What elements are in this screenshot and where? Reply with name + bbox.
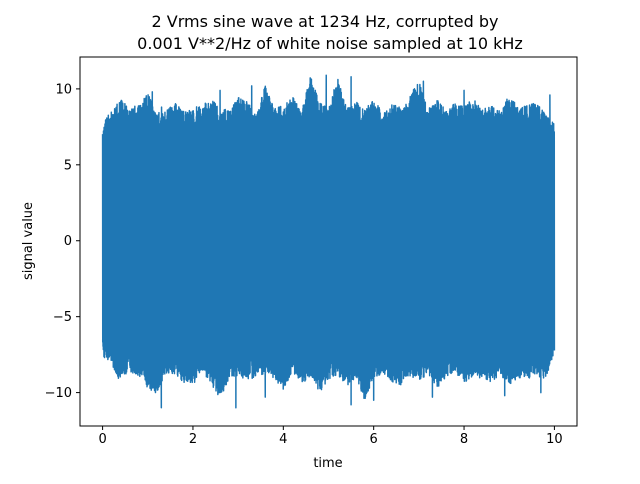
y-axis: −10 −5 0 5 10 — [45, 82, 80, 401]
signal-series-line — [101, 74, 556, 409]
x-axis: 0 2 4 6 8 10 — [98, 426, 563, 447]
x-tick-label: 10 — [546, 432, 563, 447]
y-tick-label: −5 — [53, 310, 72, 325]
x-tick-label: 8 — [460, 432, 468, 447]
x-tick-label: 4 — [279, 432, 287, 447]
y-tick-label: 0 — [64, 234, 72, 249]
x-axis-label: time — [313, 456, 342, 471]
chart-title-line-2: 0.001 V**2/Hz of white noise sampled at … — [137, 34, 523, 53]
y-axis-label: signal value — [21, 202, 36, 280]
plot-frame — [79, 56, 578, 427]
y-tick-label: 5 — [64, 158, 72, 173]
chart-title-line-1: 2 Vrms sine wave at 1234 Hz, corrupted b… — [152, 12, 499, 31]
x-tick-label: 6 — [370, 432, 378, 447]
plot-area — [79, 56, 578, 427]
y-tick-label: −10 — [45, 386, 72, 401]
x-tick-label: 0 — [98, 432, 106, 447]
y-tick-label: 10 — [55, 82, 72, 97]
series-layer — [101, 74, 556, 409]
x-tick-label: 2 — [189, 432, 197, 447]
